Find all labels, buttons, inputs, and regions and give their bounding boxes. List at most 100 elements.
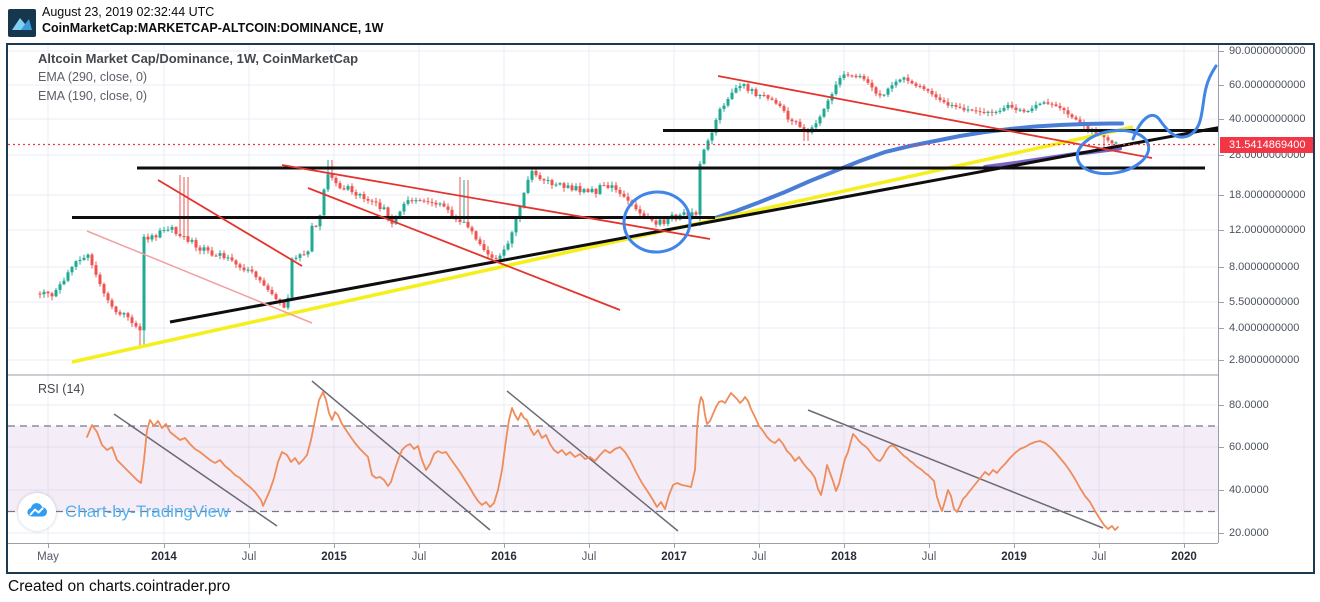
- price-tick-mark: [1219, 533, 1224, 534]
- candle-body: [1074, 117, 1078, 120]
- price-tick-label: 2.8000000000: [1229, 354, 1300, 366]
- candle-body: [538, 175, 542, 180]
- candle-body: [366, 199, 370, 201]
- candle-body: [1046, 102, 1050, 104]
- price-tick-label: 60.0000: [1229, 441, 1269, 453]
- candle-body: [298, 254, 302, 258]
- candle-body: [734, 88, 738, 93]
- legend-title[interactable]: Altcoin Market Cap/Dominance, 1W, CoinMa…: [38, 51, 359, 66]
- rsi-band: [8, 426, 1218, 512]
- candle-body: [1114, 142, 1118, 144]
- candle-body: [1026, 111, 1030, 113]
- chart-plot-area[interactable]: [8, 45, 1218, 543]
- candle-body: [798, 121, 802, 128]
- candle-body: [1014, 107, 1018, 111]
- candle-body: [718, 108, 722, 120]
- candle-body: [594, 188, 598, 194]
- candle-body: [486, 250, 490, 255]
- candle-body: [822, 108, 826, 117]
- time-tick-label: 2018: [831, 551, 857, 563]
- candle-body: [786, 110, 790, 120]
- candle-body: [458, 219, 462, 222]
- price-axis[interactable]: 90.0000000000 60.0000000000 40.0000000000 2…: [1218, 45, 1313, 543]
- price-tick-mark: [1219, 51, 1224, 52]
- candle-body: [1030, 108, 1034, 112]
- candle-body: [338, 183, 342, 189]
- candle-body: [654, 220, 658, 225]
- candle-body: [738, 86, 742, 89]
- candle-body: [374, 201, 378, 203]
- candle-body: [558, 183, 562, 185]
- time-tick-mark: [1184, 544, 1185, 548]
- time-tick-label: Jul: [921, 551, 937, 563]
- price-tick-mark: [1219, 85, 1224, 86]
- candle-body: [834, 84, 838, 95]
- legend-ema-290[interactable]: EMA (290, close, 0): [38, 70, 148, 84]
- candle-body: [118, 312, 122, 315]
- price-tick-mark: [1219, 405, 1224, 406]
- candle-body: [146, 236, 150, 240]
- candle-body: [402, 203, 406, 212]
- legend-ema-190[interactable]: EMA (190, close, 0): [38, 89, 148, 103]
- candle-body: [346, 186, 350, 190]
- candle-body: [1054, 104, 1058, 106]
- candle-body: [294, 257, 298, 259]
- candle-body: [726, 99, 730, 106]
- candle-body: [750, 89, 754, 91]
- price-tick-label: 12.0000000000: [1229, 224, 1306, 236]
- candle-body: [270, 289, 274, 295]
- candle-body: [618, 189, 622, 194]
- candle-body: [370, 200, 374, 202]
- candle-body: [1042, 102, 1046, 104]
- candle-body: [362, 194, 366, 200]
- candle-body: [358, 194, 362, 196]
- candle-body: [182, 236, 186, 238]
- candle-body: [554, 184, 558, 186]
- time-tick-mark: [759, 544, 760, 548]
- candle-body: [202, 247, 206, 251]
- candle-body: [570, 185, 574, 191]
- candle-body: [410, 200, 414, 202]
- candle-body: [698, 163, 702, 215]
- candle-body: [914, 83, 918, 86]
- price-tick-label: 20.0000: [1229, 527, 1269, 539]
- time-tick-label: 2015: [321, 551, 347, 563]
- candle-body: [234, 260, 238, 265]
- candle-body: [826, 100, 830, 109]
- candle-body: [386, 207, 390, 218]
- candle-body: [326, 174, 330, 190]
- candle-body: [310, 225, 314, 252]
- time-tick-label: Jul: [581, 551, 597, 563]
- site-logo-icon[interactable]: [8, 9, 36, 37]
- candle-body: [350, 186, 354, 193]
- candle-body: [154, 235, 158, 238]
- candle-body: [142, 236, 146, 331]
- rsi-line: [86, 391, 1119, 531]
- candle-body: [266, 285, 270, 290]
- candle-body: [82, 257, 86, 260]
- candle-body: [250, 269, 254, 272]
- rsi-pane-label[interactable]: RSI (14): [38, 382, 85, 396]
- candle-body: [1078, 119, 1082, 123]
- time-tick-label: 2017: [661, 551, 687, 563]
- candle-body: [1022, 109, 1026, 112]
- candle-body: [730, 92, 734, 100]
- candle-body: [934, 94, 938, 98]
- price-tick-mark: [1219, 302, 1224, 303]
- candle-body: [226, 257, 230, 259]
- candle-body: [526, 179, 530, 193]
- candle-body: [330, 174, 334, 178]
- candle-body: [626, 196, 630, 201]
- candle-body: [322, 189, 326, 216]
- time-axis[interactable]: May 2014 Jul 2015 Jul 2016 Jul 2017 Jul 2018 Jul 20…: [8, 543, 1218, 571]
- time-tick-mark: [164, 544, 165, 548]
- candle-body: [286, 297, 290, 308]
- watermark-label[interactable]: Chart-by-TradingView: [65, 502, 230, 521]
- candle-body: [926, 89, 930, 91]
- candle-body: [178, 233, 182, 237]
- time-tick-mark: [929, 544, 930, 548]
- candle-body: [334, 177, 338, 184]
- candle-body: [518, 206, 522, 219]
- candle-body: [130, 317, 134, 324]
